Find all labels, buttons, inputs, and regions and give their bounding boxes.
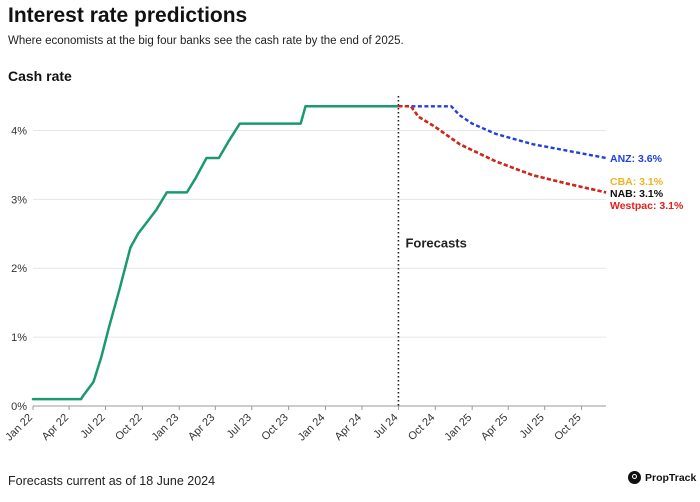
series-end-labels: Forecasts ANZ: 3.6% CBA: 3.1%NAB: 3.1%West… xyxy=(405,153,684,251)
x-tick-label: Jan 25 xyxy=(442,412,474,444)
x-tick-label: Oct 22 xyxy=(113,412,144,443)
chart-title: Interest rate predictions xyxy=(8,4,248,27)
x-tick-label: Apr 23 xyxy=(186,412,217,443)
forecast-date-note: Forecasts current as of 18 June 2024 xyxy=(8,474,216,488)
x-tick-label: Jul 22 xyxy=(78,412,107,441)
series-line-nab xyxy=(398,105,607,194)
cash-rate-chart: 0%1%2%3%4% Jan 22 Apr 22 Jul 22 Oct 22 Jan 2… xyxy=(3,96,684,444)
y-tick-label: 4% xyxy=(11,125,27,137)
x-tick-label: Apr 22 xyxy=(40,412,71,443)
x-tick-label: Oct 25 xyxy=(552,412,583,443)
brand-logo: PropTrack xyxy=(628,471,696,484)
gridlines xyxy=(33,96,606,407)
y-tick-label: 0% xyxy=(11,401,27,413)
forecast-annotation: Forecasts xyxy=(405,236,466,251)
end-label-westpac: Westpac: 3.1% xyxy=(610,200,684,212)
y-tick-label: 1% xyxy=(11,332,27,344)
series-lines xyxy=(31,105,607,401)
brand-name: PropTrack xyxy=(645,471,697,484)
chart-subtitle: Where economists at the big four banks s… xyxy=(8,35,404,47)
proptrack-logo-icon xyxy=(628,471,641,484)
series-line-anz xyxy=(398,105,607,160)
series-line-actual xyxy=(31,105,400,401)
x-tick-label: Jul 25 xyxy=(518,412,547,441)
series-line-cba xyxy=(398,105,607,194)
end-label-cba: CBA: 3.1% xyxy=(610,176,664,188)
x-tick-label: Apr 25 xyxy=(479,412,510,443)
end-label-anz: ANZ: 3.6% xyxy=(610,153,663,165)
y-tick-label: 3% xyxy=(11,194,27,206)
x-tick-label: Oct 24 xyxy=(406,412,437,443)
y-tick-label: 2% xyxy=(11,263,27,275)
end-label-nab: NAB: 3.1% xyxy=(610,188,664,200)
x-tick-label: Jan 23 xyxy=(150,412,182,444)
x-axis-ticks: Jan 22 Apr 22 Jul 22 Oct 22 Jan 23 Apr 23 Jul … xyxy=(3,406,584,444)
x-tick-label: Apr 24 xyxy=(333,412,364,443)
x-tick-label: Jul 24 xyxy=(371,412,400,441)
x-tick-label: Oct 23 xyxy=(259,412,290,443)
y-axis-label: Cash rate xyxy=(8,68,72,84)
y-axis-ticks: 0% 1% 2% 3% 4% xyxy=(11,125,27,413)
x-tick-label: Jul 23 xyxy=(225,412,254,441)
x-tick-label: Jan 22 xyxy=(3,412,35,444)
x-tick-label: Jan 24 xyxy=(296,412,328,444)
series-line-westpac xyxy=(398,105,607,194)
